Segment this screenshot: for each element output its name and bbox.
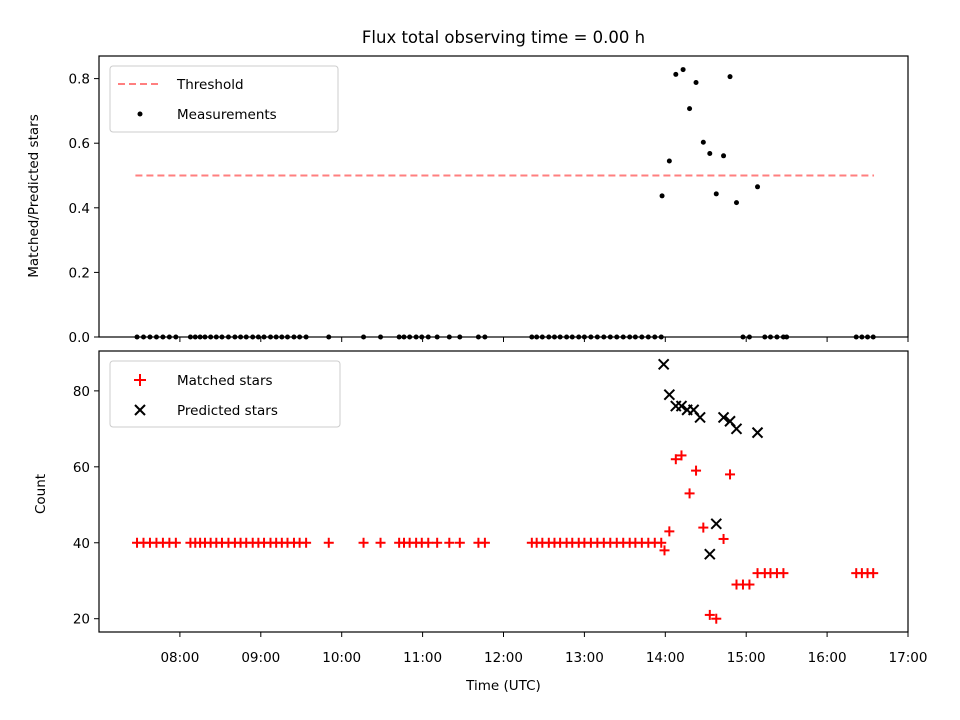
top-legend: Threshold Measurements: [109, 65, 339, 133]
measurement-point: [666, 158, 672, 164]
measurement-point: [707, 151, 713, 157]
matched-point: [691, 465, 702, 476]
top-plot-area: 0.0 0.2 0.4 0.6 0.8: [69, 55, 909, 346]
xtick-label: 12:00: [484, 650, 523, 666]
bottom-ytick-label: 60: [73, 460, 90, 476]
matched-point: [704, 609, 715, 620]
xtick-label: 09:00: [241, 650, 280, 666]
legend-measurements-swatch: [137, 111, 143, 117]
measurement-point: [680, 67, 686, 73]
measurement-point: [659, 193, 665, 199]
predicted-point: [717, 411, 730, 424]
matched-point: [479, 537, 490, 548]
legend-measurements-label: Measurements: [177, 107, 277, 123]
matched-point: [170, 537, 181, 548]
legend-threshold-label: Threshold: [176, 77, 244, 93]
matched-point: [301, 537, 312, 548]
predicted-point: [675, 400, 688, 412]
measurement-point: [727, 74, 733, 80]
legend-matched-label: Matched stars: [177, 373, 273, 389]
matched-point: [375, 537, 386, 548]
xtick-label: 10:00: [322, 650, 361, 666]
matched-point: [725, 469, 736, 480]
legend-predicted-swatch: [134, 404, 146, 416]
top-ytick-label: 0.8: [69, 72, 90, 88]
matched-point: [656, 537, 667, 548]
top-ytick-label: 0.0: [69, 330, 90, 346]
bottom-series-predicted-stars: [657, 358, 764, 560]
matched-point: [432, 537, 443, 548]
measurement-point: [733, 200, 739, 206]
matched-point: [778, 568, 789, 579]
matched-point: [423, 537, 434, 548]
predicted-point: [710, 518, 722, 530]
measurement-point: [687, 106, 693, 112]
matched-point: [684, 488, 695, 499]
bottom-legend: Matched stars Predicted stars: [109, 360, 341, 428]
bottom-ytick-label: 40: [73, 536, 90, 552]
matched-point: [676, 450, 687, 461]
matched-point: [868, 568, 879, 579]
xtick-label: 14:00: [646, 650, 685, 666]
bottom-ylabel: Count: [33, 474, 49, 514]
matched-point: [659, 545, 670, 556]
predicted-point: [704, 548, 716, 560]
legend-matched-swatch: [134, 374, 146, 386]
xtick-label: 15:00: [727, 650, 766, 666]
xtick-label: 08:00: [160, 650, 199, 666]
bottom-series-matched-stars: [132, 450, 879, 624]
predicted-point: [751, 426, 764, 439]
top-title: Flux total observing time = 0.00 h: [362, 28, 645, 47]
matched-point: [698, 522, 709, 533]
top-ylabel: Matched/Predicted stars: [26, 114, 42, 277]
measurement-point: [721, 153, 727, 159]
xtick-label: 11:00: [403, 650, 442, 666]
matched-point: [323, 537, 334, 548]
xtick-label: 13:00: [565, 650, 604, 666]
matched-point: [711, 613, 722, 624]
matched-point: [664, 526, 675, 537]
measurement-point: [693, 79, 699, 85]
top-ytick-label: 0.4: [69, 201, 90, 217]
bottom-ytick-label: 20: [73, 612, 90, 628]
top-series-measurements: [134, 67, 876, 340]
matched-point: [444, 537, 455, 548]
xtick-label: 16:00: [808, 650, 847, 666]
top-ytick-label: 0.2: [69, 265, 90, 281]
matched-point: [744, 579, 755, 590]
measurement-point: [755, 184, 761, 190]
predicted-point: [663, 388, 676, 401]
measurement-point: [713, 191, 719, 197]
xtick-label: 17:00: [889, 650, 928, 666]
bottom-plot-area: 20 40 60 80 08:00 09:00 10:00 11:00 12:00 13:00 14…: [73, 350, 928, 666]
legend-predicted-label: Predicted stars: [177, 403, 278, 419]
matched-point: [718, 533, 729, 544]
predicted-point: [657, 358, 670, 370]
bottom-ytick-label: 80: [73, 384, 90, 400]
top-ytick-label: 0.6: [69, 136, 90, 152]
measurement-point: [700, 139, 706, 145]
matched-point: [358, 537, 369, 548]
matched-point: [670, 454, 681, 465]
measurement-point: [673, 71, 679, 77]
matched-point: [454, 537, 465, 548]
x-axis-label: Time (UTC): [465, 678, 541, 694]
predicted-point: [730, 423, 743, 435]
predicted-point: [694, 411, 706, 424]
